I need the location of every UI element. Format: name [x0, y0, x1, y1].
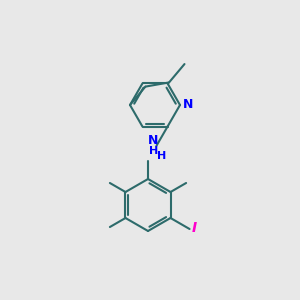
Text: N: N — [148, 134, 159, 147]
Text: H: H — [157, 151, 166, 161]
Text: H: H — [149, 146, 158, 156]
Text: N: N — [183, 98, 194, 112]
Text: I: I — [192, 221, 197, 235]
